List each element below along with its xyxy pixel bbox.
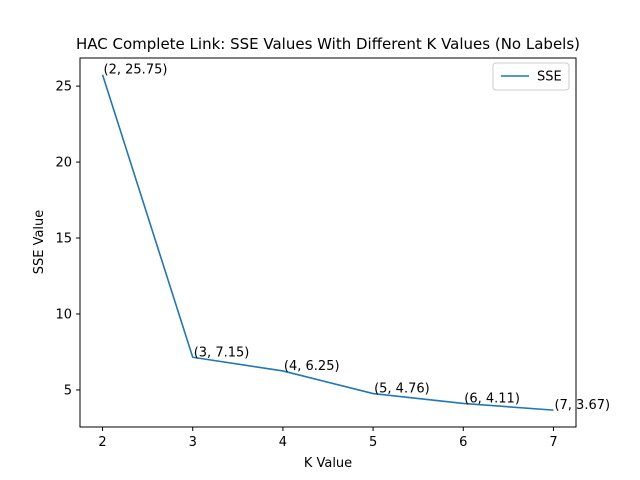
legend-label-sse: SSE <box>537 70 562 85</box>
y-tick-label: 20 <box>55 156 72 171</box>
series-line-sse <box>101 74 554 411</box>
plot-frame <box>79 57 577 428</box>
chart-title: HAC Complete Link: SSE Values With Diffe… <box>76 35 580 53</box>
y-tick-label: 10 <box>55 307 72 322</box>
y-tick-label: 25 <box>55 80 72 95</box>
x-tick-label: 7 <box>549 435 557 450</box>
x-axis-label: K Value <box>304 456 352 471</box>
x-tick-label: 2 <box>98 435 106 450</box>
data-label: (3, 7.15) <box>194 345 250 360</box>
data-label: (4, 6.25) <box>284 359 340 374</box>
x-tick-label: 6 <box>459 435 467 450</box>
data-label: (2, 25.75) <box>104 63 168 78</box>
axis-ticks: 2 3 4 5 6 7 5 10 15 20 25 <box>55 80 557 450</box>
x-tick-label: 5 <box>369 435 377 450</box>
x-tick-label: 4 <box>279 435 287 450</box>
y-tick-label: 15 <box>55 232 72 247</box>
data-label: (7, 3.67) <box>554 398 610 413</box>
y-axis-label: SSE Value <box>32 210 47 275</box>
data-label: (5, 4.76) <box>374 382 430 397</box>
legend: SSE <box>492 62 570 91</box>
legend-box <box>492 62 570 91</box>
y-tick-label: 5 <box>64 383 72 398</box>
plot-area <box>101 74 554 411</box>
point-annotations: (2, 25.75) (3, 7.15) (4, 6.25) (5, 4.76) (6,… <box>104 63 611 413</box>
data-label: (6, 4.11) <box>464 391 520 406</box>
x-tick-label: 3 <box>189 435 197 450</box>
